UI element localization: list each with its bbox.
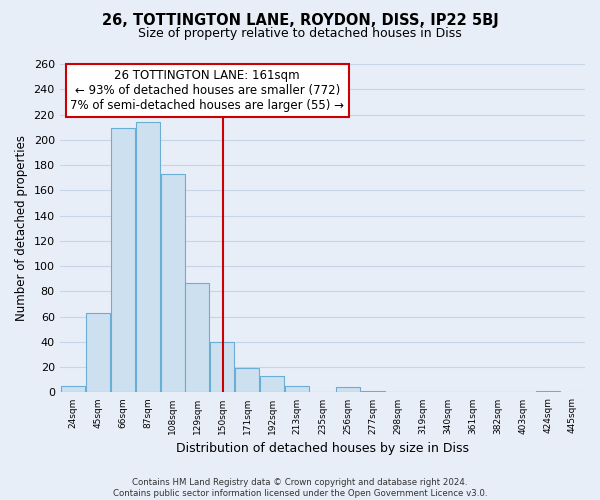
Bar	[235, 368, 259, 392]
X-axis label: Distribution of detached houses by size in Diss: Distribution of detached houses by size …	[176, 442, 469, 455]
Bar	[185, 282, 209, 393]
Text: Contains HM Land Registry data © Crown copyright and database right 2024.
Contai: Contains HM Land Registry data © Crown c…	[113, 478, 487, 498]
Bar	[211, 342, 235, 392]
Bar	[161, 174, 185, 392]
Bar	[536, 391, 560, 392]
Text: 26 TOTTINGTON LANE: 161sqm
← 93% of detached houses are smaller (772)
7% of semi: 26 TOTTINGTON LANE: 161sqm ← 93% of deta…	[70, 69, 344, 112]
Text: Size of property relative to detached houses in Diss: Size of property relative to detached ho…	[138, 28, 462, 40]
Bar	[86, 313, 110, 392]
Bar	[110, 128, 134, 392]
Bar	[361, 391, 385, 392]
Bar	[260, 376, 284, 392]
Bar	[285, 386, 309, 392]
Bar	[336, 388, 360, 392]
Text: 26, TOTTINGTON LANE, ROYDON, DISS, IP22 5BJ: 26, TOTTINGTON LANE, ROYDON, DISS, IP22 …	[101, 12, 499, 28]
Bar	[136, 122, 160, 392]
Bar	[61, 386, 85, 392]
Y-axis label: Number of detached properties: Number of detached properties	[15, 135, 28, 321]
